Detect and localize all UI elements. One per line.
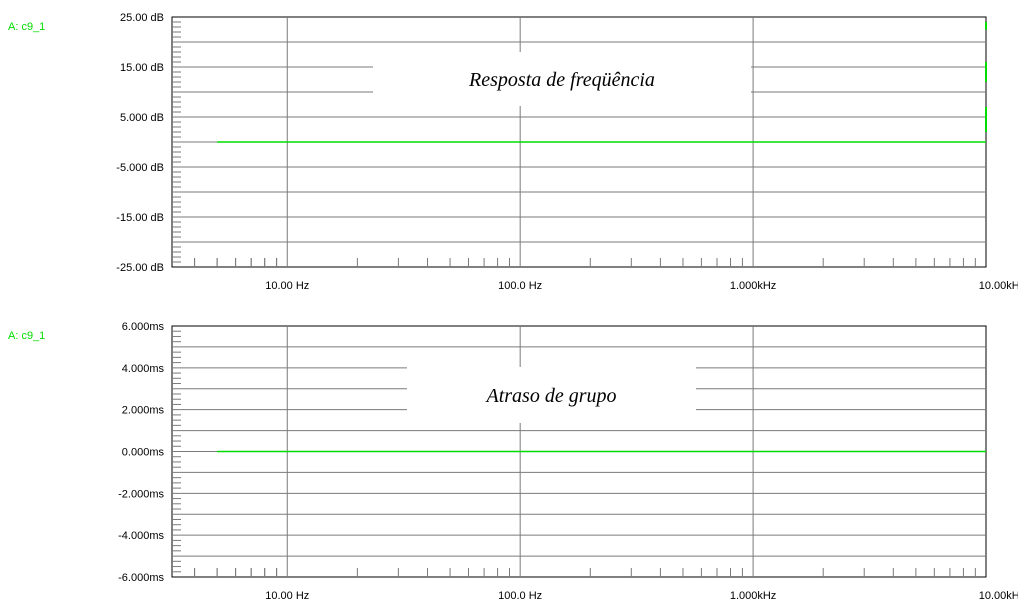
chart-title: Resposta de freqüência: [468, 69, 655, 91]
trace-label: A: c9_1: [8, 330, 45, 342]
y-tick-label: -4.000ms: [118, 530, 164, 542]
y-tick-label: -5.000 dB: [116, 162, 164, 174]
chart-1: Resposta de freqüência 25.00 dB 15.00 dB 5.…: [8, 12, 1018, 292]
x-tick-label: 10.00kHz: [979, 280, 1018, 292]
x-tick-label: 10.00kHz: [979, 590, 1018, 602]
y-tick-label: 15.00 dB: [120, 62, 164, 74]
chart-title: Atraso de grupo: [485, 385, 617, 407]
chart-2: Atraso de grupo 6.000ms 4.000ms 2.000ms 0.00…: [8, 321, 1018, 602]
y-tick-label: 0.000ms: [122, 447, 165, 459]
x-tick-label: 10.00 Hz: [265, 280, 309, 292]
y-tick-label: -2.000ms: [118, 488, 164, 500]
trace-label: A: c9_1: [8, 21, 45, 33]
y-tick-label: -25.00 dB: [116, 262, 164, 274]
x-tick-label: 100.0 Hz: [498, 590, 542, 602]
x-tick-label: 1.000kHz: [730, 590, 776, 602]
y-tick-label: -15.00 dB: [116, 212, 164, 224]
x-tick-label: 100.0 Hz: [498, 280, 542, 292]
title-box: [373, 52, 751, 106]
y-tick-label: 25.00 dB: [120, 12, 164, 24]
x-tick-label: 10.00 Hz: [265, 590, 309, 602]
y-tick-label: -6.000ms: [118, 572, 164, 584]
x-tick-label: 1.000kHz: [730, 280, 776, 292]
y-tick-label: 2.000ms: [122, 405, 165, 417]
y-tick-label: 6.000ms: [122, 321, 165, 333]
y-tick-label: 4.000ms: [122, 363, 165, 375]
title-box: [407, 367, 696, 423]
y-tick-label: 5.000 dB: [120, 112, 164, 124]
